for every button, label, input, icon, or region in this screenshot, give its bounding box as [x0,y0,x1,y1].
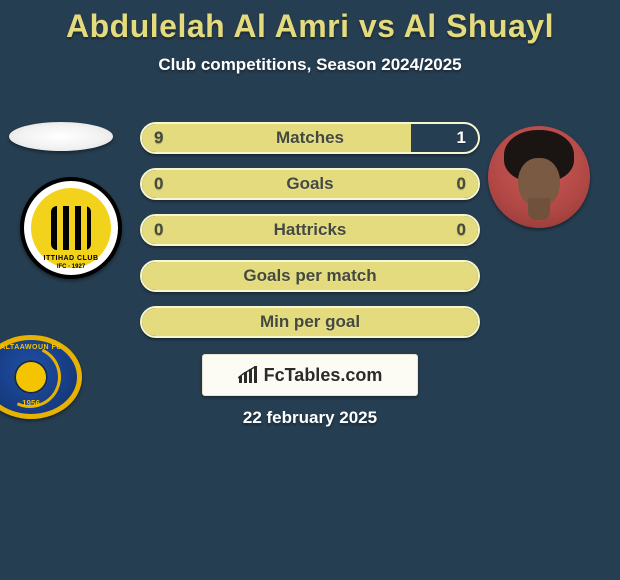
stat-label: Min per goal [142,308,478,336]
stat-row-goals: Goals0 0 [140,168,480,200]
stat-value-right: 0 [457,170,466,198]
club-left-badge: ITTIHAD CLUB IFC · 1927 [20,177,122,279]
stat-label: Goals per match [142,262,478,290]
page-title: Abdulelah Al Amri vs Al Shuayl [0,0,620,45]
stat-value-right: 0 [457,216,466,244]
stat-row-hattricks: Hattricks0 0 [140,214,480,246]
player-right-photo [488,126,590,228]
page-subtitle: Club competitions, Season 2024/2025 [0,55,620,75]
club-right-badge-year: 1956 [0,399,77,408]
stat-value-left: 9 [154,124,163,152]
watermark-text: FcTables.com [264,365,383,386]
stat-value-left: 0 [154,170,163,198]
watermark: FcTables.com [202,354,418,396]
stat-row-min-per-goal: Min per goal [140,306,480,338]
stat-value-right: 1 [457,124,466,152]
player-left-photo [9,122,113,151]
bar-chart-icon [238,366,258,384]
club-right-badge: ALTAAWOUN FC 1956 [0,335,82,419]
comparison-bars: Matches91Goals00Hattricks00Goals per mat… [140,122,480,352]
date-label: 22 february 2025 [0,408,620,428]
club-left-badge-year: IFC · 1927 [31,264,111,270]
club-left-badge-text: ITTIHAD CLUB [31,255,111,262]
stat-row-matches: Matches9 1 [140,122,480,154]
stat-value-left: 0 [154,216,163,244]
stat-row-goals-per-match: Goals per match [140,260,480,292]
stat-label: Matches [142,124,478,152]
stat-label: Hattricks [142,216,478,244]
stat-label: Goals [142,170,478,198]
